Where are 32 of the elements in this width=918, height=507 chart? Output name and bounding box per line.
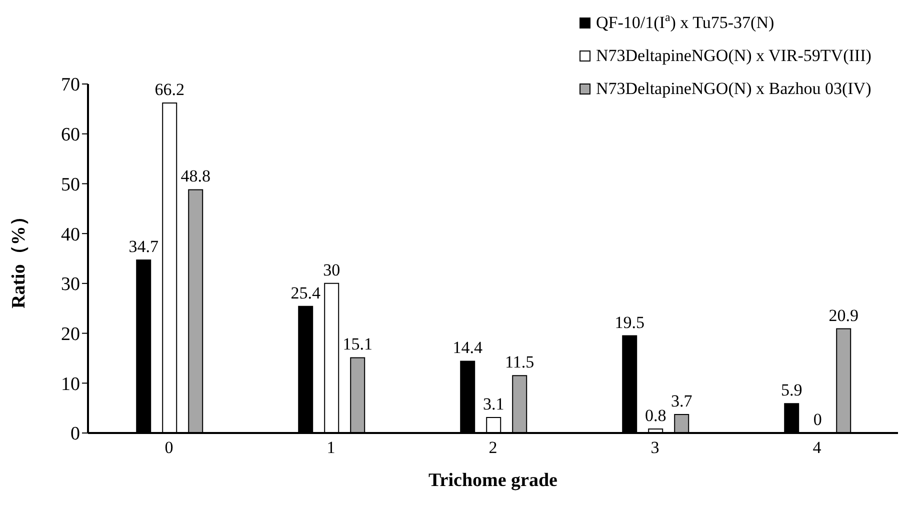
data-label: 48.8	[180, 166, 210, 186]
data-label: 20.9	[828, 306, 858, 325]
data-label: 19.5	[614, 312, 644, 332]
x-tick-label: 1	[326, 438, 336, 458]
y-axis-title: Ratio（%）	[8, 207, 30, 308]
data-label: 3.7	[670, 392, 693, 411]
data-label: 30	[323, 260, 340, 280]
x-tick-label: 2	[488, 438, 498, 458]
y-tick-label: 50	[61, 174, 80, 196]
data-label: 0	[813, 410, 822, 429]
y-tick-label: 70	[61, 74, 80, 96]
data-label: 66.2	[154, 80, 184, 99]
legend-label: N73DeltapineNGO(N) x VIR-59TV(III)	[596, 46, 872, 65]
data-label: 15.1	[342, 334, 372, 354]
data-label: 3.1	[482, 394, 504, 414]
x-tick-label: 4	[812, 438, 822, 458]
y-tick-label: 40	[61, 224, 80, 246]
y-tick-label: 10	[61, 374, 80, 395]
data-label: 14.4	[452, 338, 483, 358]
data-label: 0.8	[644, 406, 666, 426]
data-label: 34.7	[128, 236, 159, 256]
data-label: 5.9	[780, 380, 802, 400]
legend-label: QF-10/1(I$^{a}$) x Tu75-37(N)	[596, 10, 774, 32]
y-tick-label: 30	[61, 274, 80, 296]
x-axis-title: Trichome grade	[428, 470, 558, 491]
x-tick-label: 3	[650, 438, 660, 458]
y-tick-label: 60	[61, 124, 80, 146]
legend-label: N73DeltapineNGO(N) x Bazhou 03(IV)	[596, 79, 872, 98]
data-label: 25.4	[290, 283, 321, 302]
data-label: 11.5	[505, 352, 534, 372]
y-tick-label: 20	[61, 324, 80, 346]
x-tick-label: 0	[164, 438, 174, 458]
